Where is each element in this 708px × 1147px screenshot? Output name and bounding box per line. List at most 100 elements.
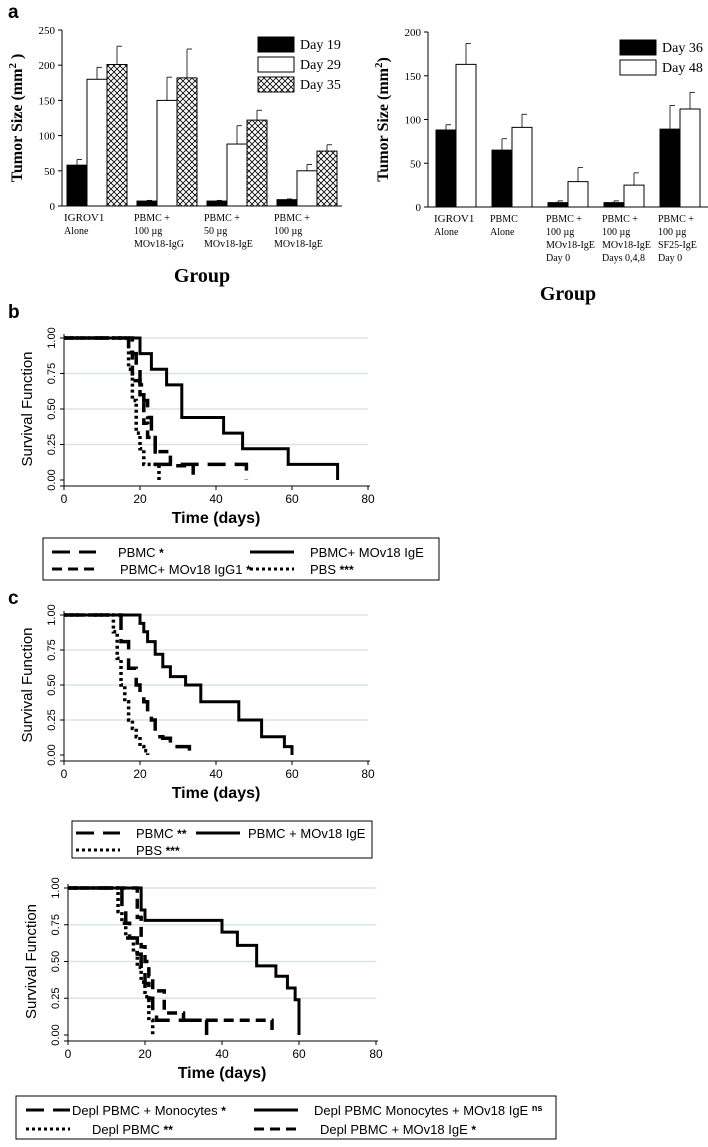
survival-curve: [68, 886, 209, 1035]
category-label: 100 µg: [546, 227, 574, 238]
legend-swatch: [257, 36, 295, 53]
legend-label: Day 36: [662, 41, 703, 56]
legend-label: PBMC *: [118, 545, 164, 560]
y-tick-label: 50: [410, 158, 422, 170]
legend-label: PBS ***: [136, 843, 180, 858]
x-axis-title: Group: [174, 265, 230, 287]
bar: [156, 99, 178, 207]
y-tick-label: 1.00: [46, 327, 58, 348]
survival-curve: [68, 886, 155, 1035]
bar: [316, 150, 338, 207]
x-axis-title: Time (days): [178, 1065, 267, 1082]
x-tick-label: 40: [215, 1047, 229, 1061]
bar-chart-day48: 0 50 100 150 200 IGROV1 Alone PBMC Alone PBMC + 10…: [373, 27, 708, 305]
y-tick-label: 0.00: [50, 1024, 62, 1045]
y-tick-label: 100: [405, 115, 422, 127]
y-tick-label: 0.75: [46, 363, 58, 384]
category-label: Day 0: [546, 253, 570, 264]
y-tick-label: 0.25: [46, 709, 58, 730]
survival-curve: [68, 886, 274, 1035]
category-label: MOv18-IgE: [204, 239, 253, 250]
legend-label: PBS ***: [310, 562, 354, 577]
bar: [511, 126, 533, 208]
y-axis-title: Tumor Size (mm2): [373, 57, 392, 182]
category-label: 100 µg: [602, 227, 630, 238]
x-tick-label: 0: [61, 492, 68, 506]
category-label: MOv18-IgG: [134, 239, 184, 250]
category-label: 100 µg: [134, 226, 162, 237]
x-tick-label: 20: [133, 767, 147, 781]
y-tick-label: 0.00: [46, 744, 58, 765]
category-label: Day 0: [658, 253, 682, 264]
panel-label-b: b: [8, 302, 20, 323]
bar: [106, 63, 128, 207]
survival-curve: [64, 613, 294, 755]
bar: [603, 202, 625, 208]
x-tick-label: 60: [285, 492, 299, 506]
x-tick-label: 80: [361, 767, 375, 781]
legend-label: Day 48: [662, 61, 703, 76]
category-label: IGROV1: [434, 213, 474, 225]
legend-box: [15, 1095, 557, 1140]
y-tick-label: 0.00: [46, 469, 58, 490]
legend-box: [71, 820, 373, 859]
category-label: IGROV1: [64, 212, 104, 224]
category-label: 100 µg: [274, 226, 302, 237]
y-axis-title: Survival Function: [19, 351, 36, 466]
y-tick-label: 1.00: [46, 604, 58, 625]
survival-curve: [64, 336, 195, 480]
survival-curve: [64, 613, 192, 755]
survival-chart-c1: 0.00 0.25 0.50 0.75 1.00 0 20 40 60 80 Survival Fu…: [19, 604, 375, 802]
category-label: PBMC +: [546, 214, 582, 225]
y-tick-label: 150: [405, 71, 422, 83]
legend-swatch: [257, 56, 295, 73]
legend-swatch: [257, 76, 295, 93]
bar: [547, 202, 569, 208]
bar: [276, 199, 298, 207]
x-tick-label: 0: [65, 1047, 72, 1061]
legend-label: Day 19: [300, 38, 341, 53]
category-label: PBMC +: [134, 213, 170, 224]
legend-label: Day 35: [300, 78, 341, 93]
legend-label: PBMC **: [136, 826, 187, 841]
category-label: MOv18-IgE: [274, 239, 323, 250]
bar: [136, 200, 158, 207]
category-label: PBMC +: [274, 213, 310, 224]
y-tick-label: 150: [39, 95, 56, 107]
survival-curve: [64, 336, 340, 480]
y-tick-label: 0.50: [46, 398, 58, 419]
bar: [435, 129, 457, 208]
category-label: SF25-IgE: [658, 240, 697, 251]
y-tick-label: 200: [405, 27, 422, 39]
panel-label-a: a: [8, 2, 19, 23]
legend-swatch: [619, 59, 657, 76]
y-tick-label: 0.50: [50, 951, 62, 972]
y-tick-label: 0.25: [46, 434, 58, 455]
survival-curve: [68, 886, 301, 1035]
category-label: PBMC: [490, 214, 518, 225]
legend-c1: PBMC ** PBMC + MOv18 IgE PBS ***: [71, 820, 373, 859]
legend-label: PBMC+ MOv18 IgG1 *: [120, 562, 251, 577]
x-tick-label: 20: [138, 1047, 152, 1061]
survival-chart-c2: 0.00 0.25 0.50 0.75 1.00 0 20 40 60 80 Survival Fu…: [23, 877, 383, 1082]
bar: [567, 181, 589, 208]
x-tick-label: 40: [209, 492, 223, 506]
bar: [455, 63, 477, 208]
y-tick-label: 0.25: [50, 988, 62, 1009]
x-tick-label: 80: [361, 492, 375, 506]
x-tick-label: 0: [61, 767, 68, 781]
bar: [206, 200, 228, 207]
legend-label: PBMC+ MOv18 IgE: [310, 545, 424, 560]
category-label: 50 µg: [204, 226, 227, 237]
bar: [659, 128, 681, 208]
y-tick-label: 0.50: [46, 674, 58, 695]
y-axis-title: Tumor Size (mm2 ): [7, 54, 26, 183]
x-tick-label: 60: [292, 1047, 306, 1061]
survival-curve: [64, 613, 150, 755]
y-tick-label: 50: [44, 166, 56, 178]
legend-label: Depl PBMC Monocytes + MOv18 IgE ns: [314, 1103, 542, 1118]
x-axis-title: Time (days): [172, 785, 261, 802]
y-tick-label: 250: [39, 25, 56, 37]
x-tick-label: 60: [285, 767, 299, 781]
